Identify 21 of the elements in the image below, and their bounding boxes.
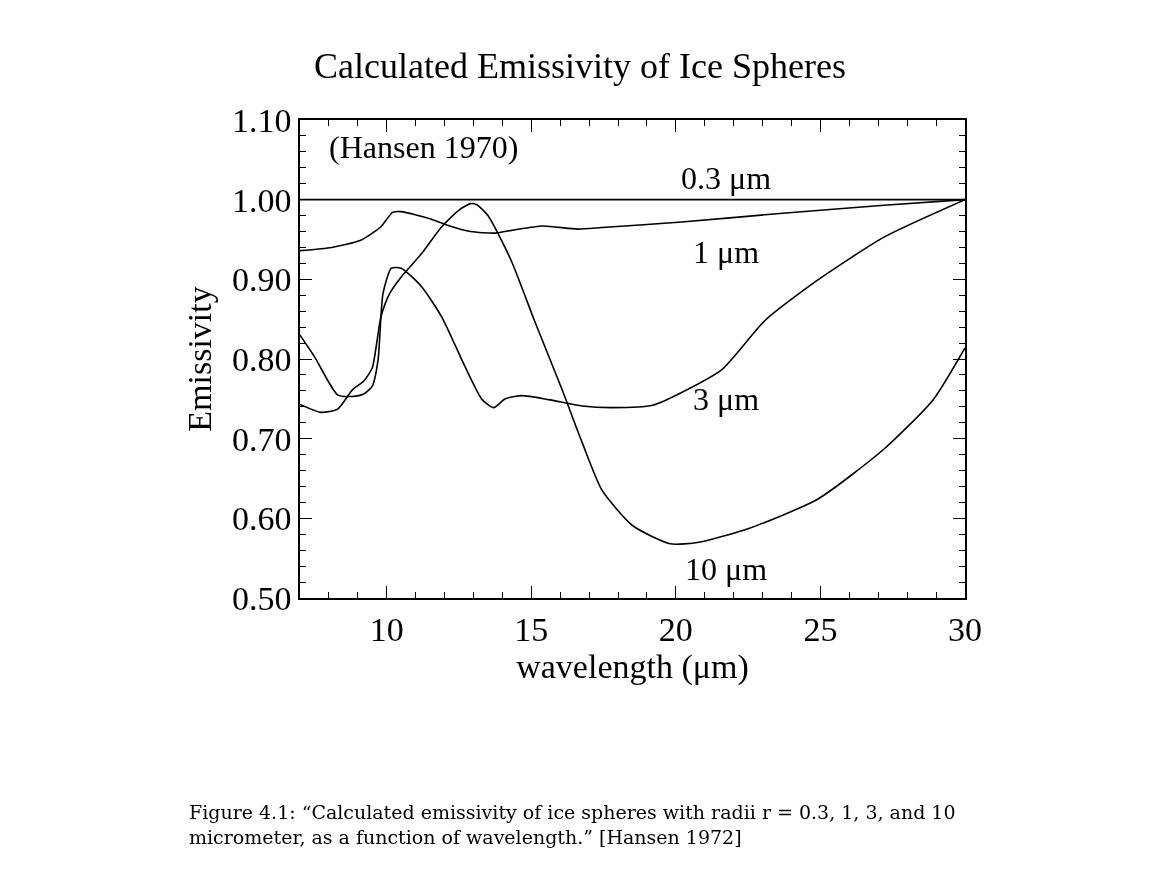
y-tick-label: 1.10 [231,101,292,139]
annotation: 3 μm [693,381,760,417]
annotation: 1 μm [693,234,760,270]
x-tick-label: 15 [514,610,549,648]
y-tick-label: 0.60 [231,500,292,538]
annotation: 10 μm [685,551,768,587]
x-tick-label: 20 [658,610,693,648]
x-tick-label: 25 [803,610,838,648]
chart-title: Calculated Emissivity of Ice Spheres [314,46,846,87]
x-tick-label: 10 [369,610,404,648]
y-axis-title: Emissivity [181,286,219,432]
y-tick-label: 0.90 [231,261,292,299]
x-tick-label: 30 [948,610,982,648]
annotation: (Hansen 1970) [329,129,519,165]
x-axis-title: wavelength (μm) [516,647,749,686]
y-tick-label: 0.70 [231,420,292,458]
annotation: 0.3 μm [681,160,772,196]
y-tick-label: 1.00 [231,181,292,219]
y-tick-label: 0.80 [231,340,292,378]
caption: Figure 4.1: “Calculated emissivity of ice spheres with radii r = 0.3, 1, 3, and 10 micrometer, as a function of wavelength.” [Hansen 1972] [189,801,956,848]
y-tick-label: 0.50 [231,579,292,617]
